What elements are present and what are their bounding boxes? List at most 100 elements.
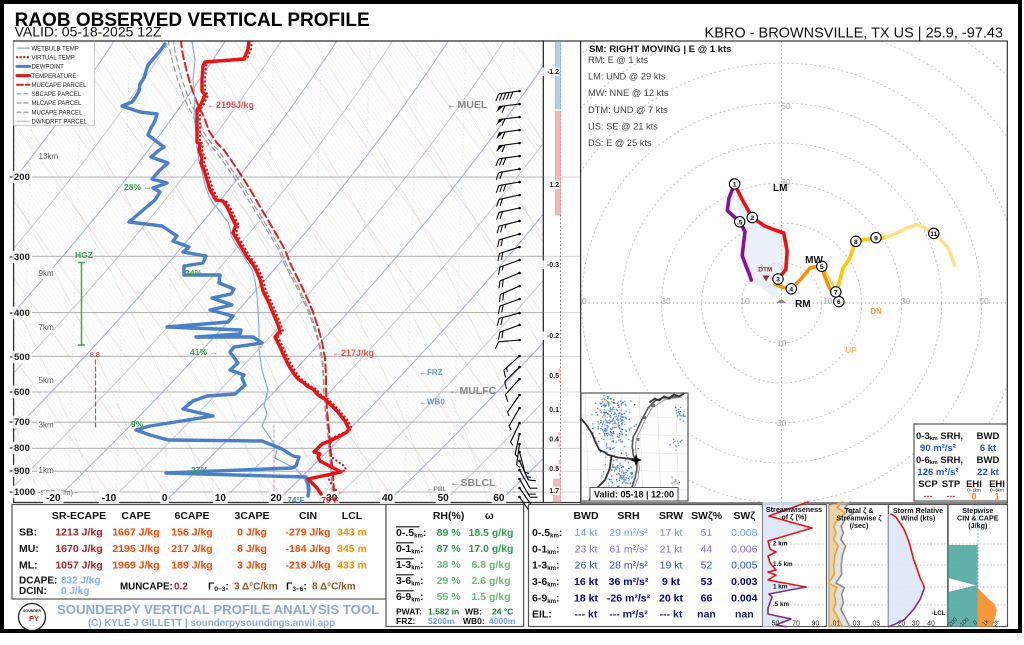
svg-text:SB:: SB:	[19, 527, 37, 539]
svg-text:51: 51	[701, 527, 713, 539]
svg-text:1057 J/kg: 1057 J/kg	[55, 559, 102, 571]
svg-text:0.004: 0.004	[731, 592, 757, 604]
svg-text:40: 40	[382, 493, 394, 504]
svg-text:.05: .05	[870, 621, 880, 628]
svg-text:189 J/kg: 189 J/kg	[171, 559, 212, 571]
svg-text:900: 900	[14, 466, 30, 477]
svg-text:MW: MW	[805, 255, 823, 266]
svg-text:DN: DN	[870, 307, 882, 316]
svg-text:1969 J/kg: 1969 J/kg	[112, 559, 159, 571]
svg-text:-1.2: -1.2	[547, 69, 559, 76]
svg-text:27% →: 27% →	[191, 465, 219, 475]
svg-text:←MULFC: ←MULFC	[449, 385, 497, 397]
svg-text:500: 500	[14, 352, 30, 363]
svg-text:26 kt: 26 kt	[575, 560, 598, 572]
svg-text:Valid: 05-18 | 12:00: Valid: 05-18 | 12:00	[594, 490, 674, 500]
svg-text:---: ---	[924, 491, 933, 501]
svg-text:800: 800	[14, 443, 30, 454]
svg-text:3 J/kg: 3 J/kg	[237, 559, 267, 571]
svg-text:10: 10	[777, 338, 787, 348]
svg-text:1km: 1km	[39, 466, 54, 475]
svg-text:-218 J/kg: -218 J/kg	[286, 559, 331, 571]
svg-text:(/sec): (/sec)	[850, 521, 869, 530]
svg-text:21 kt: 21 kt	[660, 543, 683, 555]
svg-text:CAPE: CAPE	[121, 510, 150, 522]
svg-text:17.0 g/kg: 17.0 g/kg	[469, 543, 514, 555]
svg-text:·····: ·····	[29, 623, 36, 628]
svg-text:18.5 g/kg: 18.5 g/kg	[469, 527, 514, 539]
svg-text:60: 60	[493, 493, 505, 504]
svg-text:RM: RM	[795, 299, 811, 310]
svg-text:1.7: 1.7	[549, 488, 559, 495]
svg-text:14 kt: 14 kt	[575, 527, 598, 539]
svg-text:156 J/kg: 156 J/kg	[171, 527, 212, 539]
svg-text:WETBULB TEMP: WETBULB TEMP	[32, 46, 79, 52]
svg-text:1.5 g/kg: 1.5 g/kg	[471, 591, 510, 603]
svg-text:MUNCAPE:: MUNCAPE:	[120, 582, 173, 593]
svg-text:RAOB OBSERVED VERTICAL PROFILE: RAOB OBSERVED VERTICAL PROFILE	[15, 10, 370, 31]
svg-text:SCP: SCP	[918, 479, 938, 490]
svg-text:0.005: 0.005	[731, 560, 757, 572]
svg-text:--- kt: --- kt	[660, 609, 683, 621]
svg-text:30: 30	[326, 493, 338, 504]
svg-text:MU:: MU:	[19, 543, 39, 555]
svg-text:US: SE @ 21 kts: US: SE @ 21 kts	[588, 121, 658, 131]
svg-text:300: 300	[14, 252, 30, 263]
svg-text:Wind (kts): Wind (kts)	[901, 514, 936, 523]
svg-text:Streamwise ζ: Streamwise ζ	[836, 514, 882, 523]
svg-text:-279 J/kg: -279 J/kg	[286, 527, 331, 539]
svg-text:DCAPE:: DCAPE:	[19, 576, 57, 587]
svg-text:(C) KYLE J GILLETT | sounderpy: (C) KYLE J GILLETT | sounderpysoundings.…	[88, 618, 335, 629]
svg-text:13km: 13km	[39, 152, 59, 161]
svg-text:PY: PY	[29, 614, 39, 623]
svg-text:3-6km:: 3-6km:	[396, 575, 424, 588]
svg-text:1213 J/kg: 1213 J/kg	[55, 527, 102, 539]
svg-text:36 m²/s²: 36 m²/s²	[609, 576, 649, 588]
svg-text:0: 0	[973, 620, 980, 627]
svg-text:28% →: 28% →	[124, 182, 152, 192]
svg-text:SBCAPE PARCEL: SBCAPE PARCEL	[32, 92, 82, 98]
svg-text:TEMPERATURE: TEMPERATURE	[32, 74, 77, 80]
svg-text:0 J/kg: 0 J/kg	[61, 586, 89, 597]
svg-text:10: 10	[740, 296, 750, 306]
svg-text:34% →: 34% →	[185, 268, 213, 278]
svg-text:MUECAPE PARCEL: MUECAPE PARCEL	[32, 83, 88, 89]
svg-text:40: 40	[927, 621, 935, 628]
svg-text:LCL: LCL	[342, 510, 363, 522]
svg-text:←MUEL: ←MUEL	[447, 99, 488, 111]
svg-text:20: 20	[271, 493, 283, 504]
svg-text:50: 50	[772, 621, 780, 628]
svg-text:1k: 1k	[982, 618, 991, 627]
svg-text:70: 70	[792, 621, 800, 628]
svg-text:10: 10	[823, 296, 833, 306]
svg-text:0.2: 0.2	[174, 582, 188, 593]
svg-text:44: 44	[701, 543, 713, 555]
svg-text:1: 1	[994, 492, 999, 502]
svg-text:0 J/kg: 0 J/kg	[237, 527, 267, 539]
svg-text:VALID: 05-18-2025 12Z: VALID: 05-18-2025 12Z	[15, 24, 162, 40]
svg-text:6-9km:: 6-9km:	[396, 591, 424, 604]
svg-text:MW: NNE @ 12 kts: MW: NNE @ 12 kts	[588, 88, 669, 98]
svg-text:30: 30	[901, 296, 911, 306]
svg-text:38 %: 38 %	[437, 559, 462, 571]
svg-text:6 kt: 6 kt	[980, 443, 997, 454]
svg-text:7km: 7km	[39, 323, 54, 332]
svg-text:5km: 5km	[39, 376, 54, 385]
svg-text:87 %: 87 %	[437, 543, 462, 555]
svg-text:BWD: BWD	[977, 431, 1000, 442]
svg-text:EHI: EHI	[989, 479, 1005, 490]
svg-text:55 %: 55 %	[437, 591, 462, 603]
svg-text:DS: E @ 25 kts: DS: E @ 25 kts	[588, 138, 652, 148]
svg-text:--- m²/s²: --- m²/s²	[609, 609, 648, 621]
svg-text:SWζ%: SWζ%	[691, 510, 723, 522]
svg-text:29 m²/s²: 29 m²/s²	[609, 527, 648, 539]
svg-text:7: 7	[834, 290, 838, 297]
svg-text:DEWPOINT: DEWPOINT	[32, 65, 65, 71]
svg-text:10: 10	[215, 493, 227, 504]
svg-text:41% →: 41% →	[190, 347, 218, 357]
svg-text:DTM: DTM	[758, 267, 772, 274]
svg-text:20: 20	[898, 621, 906, 628]
svg-text:0.003: 0.003	[731, 576, 757, 588]
svg-text:VIRTUAL TEMP: VIRTUAL TEMP	[32, 56, 75, 62]
svg-text:3-6km:: 3-6km:	[532, 576, 560, 589]
